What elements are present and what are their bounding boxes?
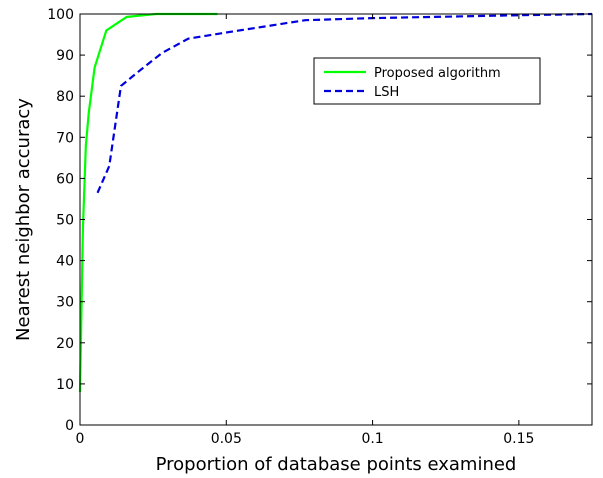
legend: Proposed algorithm LSH bbox=[313, 57, 541, 105]
x-tick-label: 0 bbox=[76, 431, 85, 447]
x-tick-label: 0.1 bbox=[361, 431, 383, 447]
x-axis: 0 0.05 0.1 0.15 bbox=[76, 14, 534, 447]
x-axis-label: Proportion of database points examined bbox=[156, 454, 517, 475]
series-line-lsh bbox=[96, 12, 593, 194]
legend-box bbox=[313, 57, 541, 105]
legend-entry-lsh: LSH bbox=[374, 85, 399, 100]
y-tick-label: 30 bbox=[56, 295, 74, 311]
x-tick-label: 0.15 bbox=[503, 431, 534, 447]
y-tick-label: 20 bbox=[56, 336, 74, 352]
y-tick-label: 80 bbox=[56, 89, 74, 105]
y-axis: 0 10 20 30 40 50 60 70 80 90 100 bbox=[47, 7, 592, 434]
series-lines bbox=[78, 12, 593, 393]
y-tick-label: 70 bbox=[56, 130, 74, 146]
y-tick-label: 0 bbox=[65, 418, 74, 434]
series-line-proposed-algorithm bbox=[78, 12, 218, 393]
y-tick-label: 100 bbox=[47, 7, 74, 23]
y-axis-label: Nearest neighbor accuracy bbox=[13, 98, 34, 341]
y-tick-label: 90 bbox=[56, 48, 74, 64]
y-tick-label: 40 bbox=[56, 254, 74, 270]
y-tick-label: 60 bbox=[56, 171, 74, 187]
legend-entry-proposed-algorithm: Proposed algorithm bbox=[374, 66, 501, 81]
x-tick-label: 0.05 bbox=[211, 431, 242, 447]
y-tick-label: 50 bbox=[56, 213, 74, 229]
y-tick-label: 10 bbox=[56, 377, 74, 393]
